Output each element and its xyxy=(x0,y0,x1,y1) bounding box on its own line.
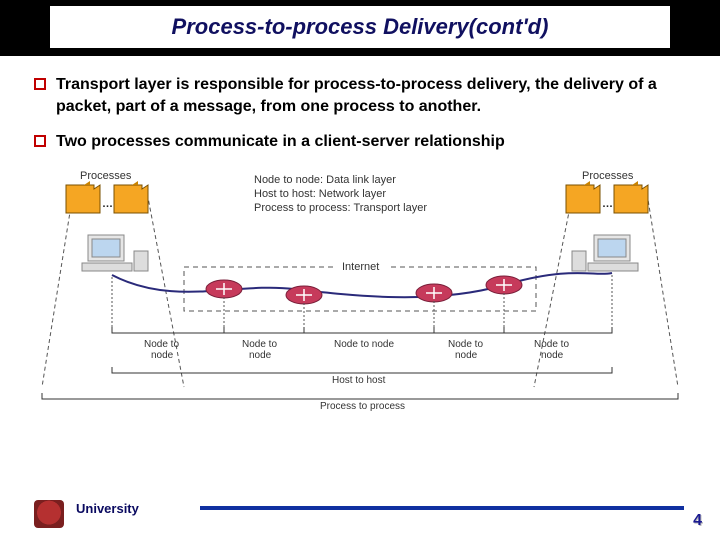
university-logo-icon xyxy=(34,500,64,528)
title-bar: Process-to-process Delivery(cont'd) xyxy=(0,0,720,56)
legend-line-1: Node to node: Data link layer xyxy=(254,174,396,186)
seg-node-1: Node to xyxy=(144,339,179,350)
router-icon xyxy=(206,280,242,298)
segment-ticks xyxy=(112,275,612,327)
process-bracket xyxy=(42,393,678,399)
svg-text:node: node xyxy=(249,350,272,361)
bullet-icon xyxy=(34,135,46,147)
router-icon xyxy=(286,286,322,304)
bullet-item: Transport layer is responsible for proce… xyxy=(34,74,686,117)
legend-line-3: Process to process: Transport layer xyxy=(254,202,427,214)
process-folder-icon xyxy=(614,181,648,213)
host-bracket xyxy=(112,367,612,373)
processes-label-left: Processes xyxy=(80,170,132,182)
university-label: University xyxy=(76,501,139,516)
process-folder-icon xyxy=(566,181,600,213)
internet-label: Internet xyxy=(342,261,379,273)
seg-node-3: Node to node xyxy=(334,339,394,350)
bullet-icon xyxy=(34,78,46,90)
computer-icon xyxy=(572,235,638,271)
network-link xyxy=(112,273,612,297)
seg-host: Host to host xyxy=(332,375,386,386)
bullet-item: Two processes communicate in a client-se… xyxy=(34,131,686,153)
seg-node-2: Node to xyxy=(242,339,277,350)
bullet-text: Two processes communicate in a client-se… xyxy=(56,131,505,153)
seg-process: Process to process xyxy=(320,401,405,412)
processes-label-right: Processes xyxy=(582,170,634,182)
seg-node-4: Node to xyxy=(448,339,483,350)
node-brackets xyxy=(112,327,612,333)
diagram-svg: Processes Processes … … Node to node: Da… xyxy=(34,167,686,427)
router-icon xyxy=(486,276,522,294)
ellipsis-left: … xyxy=(102,198,113,210)
network-diagram: Processes Processes … … Node to node: Da… xyxy=(34,167,686,427)
svg-text:node: node xyxy=(455,350,478,361)
bullet-text: Transport layer is responsible for proce… xyxy=(56,74,686,117)
page-number: 4 xyxy=(693,512,702,530)
footer-divider xyxy=(200,506,684,510)
seg-node-5: Node to xyxy=(534,339,569,350)
slide-title: Process-to-process Delivery(cont'd) xyxy=(50,6,670,48)
legend-line-2: Host to host: Network layer xyxy=(254,188,386,200)
process-folder-icon xyxy=(114,181,148,213)
svg-text:node: node xyxy=(541,350,564,361)
process-folder-icon xyxy=(66,181,100,213)
computer-icon xyxy=(82,235,148,271)
svg-text:node: node xyxy=(151,350,174,361)
slide-footer: University 4 xyxy=(0,496,720,532)
content-area: Transport layer is responsible for proce… xyxy=(0,56,720,153)
router-icon xyxy=(416,284,452,302)
ellipsis-right: … xyxy=(602,198,613,210)
